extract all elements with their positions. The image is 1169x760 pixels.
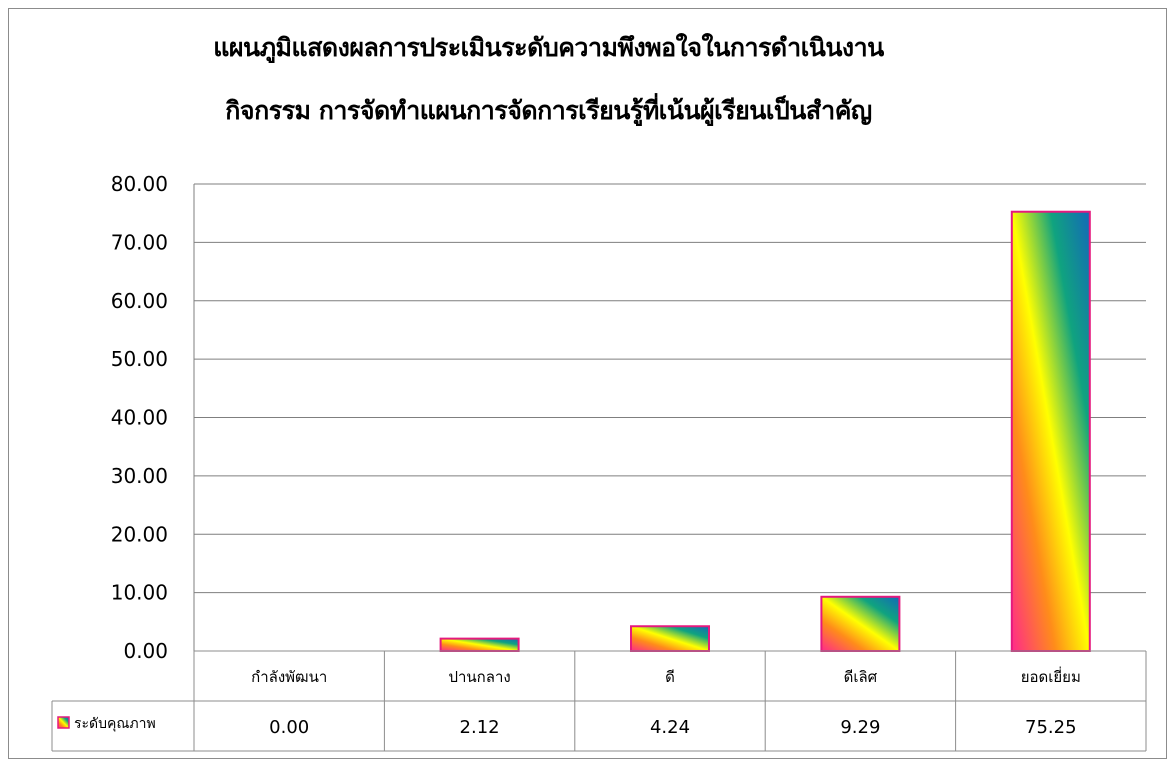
category-label: ยอดเยี่ยม	[1021, 666, 1081, 686]
data-value-label: 0.00	[269, 717, 309, 738]
data-value-label: 2.12	[460, 717, 500, 738]
data-value-label: 4.24	[650, 717, 690, 738]
y-tick-label: 0.00	[123, 639, 168, 663]
y-tick-label: 60.00	[111, 289, 168, 313]
data-value-label: 75.25	[1025, 717, 1077, 738]
bars	[439, 210, 1091, 653]
chart-frame	[8, 8, 1167, 759]
bar	[1010, 210, 1091, 652]
y-tick-label: 80.00	[111, 172, 168, 196]
legend-swatch	[57, 716, 70, 729]
y-tick-label: 30.00	[111, 464, 168, 488]
y-tick-label: 20.00	[111, 522, 168, 546]
chart-subtitle: กิจกรรม การจัดทำแผนการจัดการเรียนรู้ที่เ…	[225, 96, 872, 125]
bar	[630, 625, 710, 653]
y-tick-label: 50.00	[111, 347, 168, 371]
chart-title: แผนภูมิแสดงผลการประเมินระดับความพึงพอใจใ…	[213, 33, 884, 62]
data-table: กำลังพัฒนา ปานกลาง ดี ดีเลิศ ยอดเยี่ยม 0.00 2.…	[51, 650, 1147, 752]
gridlines	[193, 183, 1146, 652]
y-tick-label: 40.00	[111, 406, 168, 430]
bar	[439, 637, 520, 653]
bar	[820, 595, 901, 653]
category-label: ดี	[665, 668, 675, 686]
y-tick-label: 70.00	[111, 230, 168, 254]
category-label: ดีเลิศ	[844, 668, 878, 686]
data-value-label: 9.29	[840, 717, 880, 738]
y-tick-label: 10.00	[111, 581, 168, 605]
category-label: ปานกลาง	[448, 668, 510, 686]
legend-series-name: ระดับคุณภาพ	[74, 716, 156, 732]
y-axis-ticks: 0.00 10.00 20.00 30.00 40.00 50.00 60.00 70.00 8…	[111, 172, 168, 663]
category-label: กำลังพัฒนา	[251, 668, 327, 686]
